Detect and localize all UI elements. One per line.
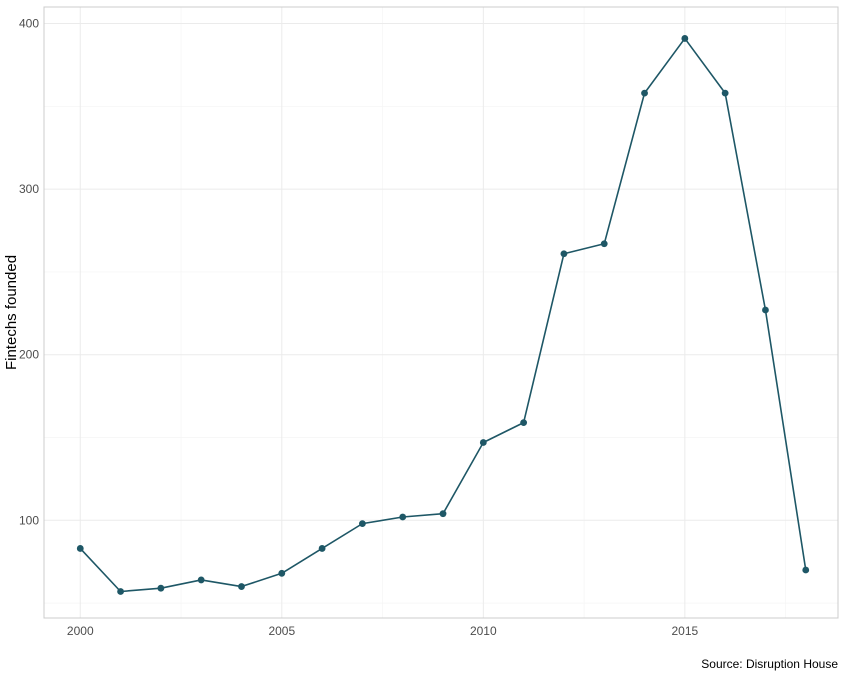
x-tick-label: 2000 xyxy=(67,624,94,638)
data-point xyxy=(278,569,286,577)
series-line xyxy=(79,37,807,593)
y-tick-labels: 100 200 300 400 xyxy=(19,17,39,528)
major-gridlines xyxy=(44,7,838,618)
x-tick-labels: 2000 2005 2010 2015 xyxy=(67,624,699,638)
data-point xyxy=(399,513,407,521)
data-point xyxy=(560,250,568,258)
panel-border xyxy=(43,6,839,619)
data-point xyxy=(318,545,326,552)
y-tick-label: 200 xyxy=(19,348,39,362)
data-point xyxy=(197,576,205,584)
data-point xyxy=(439,510,447,518)
y-tick-label: 400 xyxy=(19,17,39,31)
data-point xyxy=(600,240,608,248)
data-point xyxy=(520,419,528,427)
y-tick-label: 100 xyxy=(19,513,39,527)
x-tick-label: 2005 xyxy=(268,624,295,638)
data-point xyxy=(721,89,729,97)
data-point xyxy=(802,566,810,574)
data-point xyxy=(762,306,769,314)
x-tick-label: 2015 xyxy=(671,624,698,638)
data-point xyxy=(641,89,648,97)
data-point xyxy=(479,439,487,446)
y-tick-label: 300 xyxy=(19,182,39,196)
chart-caption: Source: Disruption House xyxy=(701,657,838,671)
series-layer xyxy=(79,37,807,593)
data-point xyxy=(117,588,124,595)
y-axis-label: Fintechs founded xyxy=(3,255,20,370)
x-tick-label: 2010 xyxy=(470,624,497,638)
minor-gridlines xyxy=(44,7,838,618)
data-points xyxy=(76,35,810,595)
data-point xyxy=(238,583,245,590)
data-point xyxy=(76,545,84,552)
data-point xyxy=(157,584,165,592)
data-point xyxy=(681,35,689,42)
data-point xyxy=(359,520,366,528)
